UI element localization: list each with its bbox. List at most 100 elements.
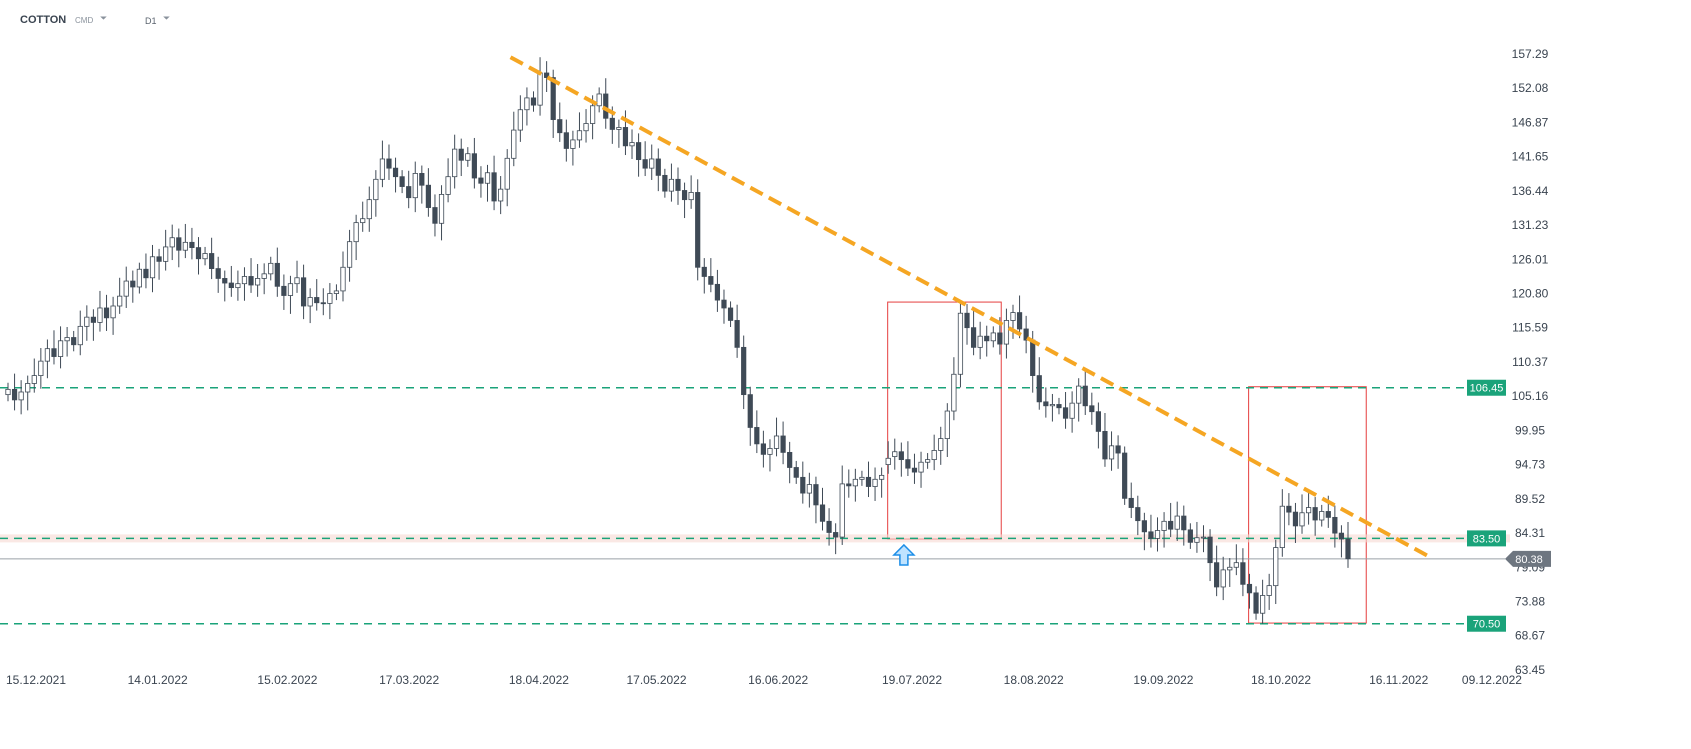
candle-body bbox=[1293, 512, 1297, 526]
candle-body bbox=[1057, 404, 1061, 407]
candle-body bbox=[1267, 586, 1271, 596]
candle-body bbox=[19, 392, 23, 400]
trendline bbox=[511, 57, 1428, 555]
candle-body bbox=[814, 485, 818, 505]
candle-body bbox=[1247, 584, 1251, 593]
candle-body bbox=[1031, 340, 1035, 375]
candle-body bbox=[1044, 402, 1048, 406]
candle-body bbox=[315, 297, 319, 302]
candle-body bbox=[1339, 533, 1343, 539]
candle-body bbox=[558, 120, 562, 133]
candle-body bbox=[12, 389, 16, 400]
candle-body bbox=[1076, 386, 1080, 403]
candle-body bbox=[321, 303, 325, 304]
candle-body bbox=[334, 291, 338, 294]
x-tick-label: 18.08.2022 bbox=[1004, 673, 1064, 687]
candle-body bbox=[1195, 538, 1199, 543]
candle-body bbox=[420, 173, 424, 185]
x-tick-label: 15.12.2021 bbox=[6, 673, 66, 687]
candle-body bbox=[630, 143, 634, 146]
candle-body bbox=[1149, 532, 1153, 539]
candle-body bbox=[1274, 548, 1278, 586]
candle-body bbox=[308, 297, 312, 306]
y-tick-label: 115.59 bbox=[1512, 321, 1548, 335]
candle-body bbox=[347, 242, 351, 268]
candle-body bbox=[787, 452, 791, 467]
candle-body bbox=[590, 106, 594, 124]
level-tag-text: 106.45 bbox=[1470, 383, 1504, 395]
candle-body bbox=[1346, 539, 1350, 559]
x-tick-label: 19.09.2022 bbox=[1133, 673, 1193, 687]
candle-body bbox=[32, 376, 36, 384]
candle-body bbox=[650, 159, 654, 168]
candle-body bbox=[1326, 511, 1330, 517]
y-tick-label: 136.44 bbox=[1512, 184, 1549, 198]
x-tick-label: 18.04.2022 bbox=[509, 673, 569, 687]
y-tick-label: 120.80 bbox=[1512, 287, 1549, 301]
candle-body bbox=[1122, 453, 1126, 498]
x-tick-label: 18.10.2022 bbox=[1251, 673, 1311, 687]
candle-body bbox=[255, 278, 259, 285]
candle-body bbox=[367, 200, 371, 219]
candle-body bbox=[446, 177, 450, 195]
candle-body bbox=[85, 317, 89, 326]
candle-body bbox=[1168, 521, 1172, 529]
candle-body bbox=[925, 460, 929, 463]
candle-body bbox=[939, 439, 943, 451]
x-tick-label: 17.03.2022 bbox=[379, 673, 439, 687]
candle-body bbox=[433, 208, 437, 224]
candle-body bbox=[104, 308, 108, 318]
candle-body bbox=[505, 158, 509, 189]
candle-body bbox=[466, 154, 470, 161]
y-tick-label: 131.23 bbox=[1512, 218, 1549, 232]
candle-body bbox=[1208, 537, 1212, 563]
level-tag: 83.50 bbox=[1467, 530, 1506, 546]
y-axis: 157.29 152.08 146.87 141.65 136.44 131.23 126.… bbox=[1512, 47, 1549, 677]
candle-body bbox=[341, 267, 345, 291]
candle-body bbox=[643, 160, 647, 169]
candle-body bbox=[538, 73, 542, 105]
y-tick-label: 73.88 bbox=[1515, 595, 1545, 609]
candle-body bbox=[269, 263, 273, 274]
candle-body bbox=[459, 149, 463, 160]
candle-body bbox=[1103, 431, 1107, 459]
candle-body bbox=[886, 458, 890, 464]
candle-body bbox=[150, 257, 154, 278]
y-tick-label: 68.67 bbox=[1515, 629, 1545, 643]
candle-body bbox=[1162, 521, 1166, 530]
candle-body bbox=[426, 185, 430, 207]
candle-body bbox=[1017, 313, 1021, 329]
candle-body bbox=[58, 341, 62, 357]
x-tick-label: 09.12.2022 bbox=[1462, 673, 1522, 687]
candle-body bbox=[971, 328, 975, 348]
candle-body bbox=[45, 349, 49, 361]
candle-body bbox=[1129, 498, 1133, 507]
x-tick-label: 16.06.2022 bbox=[748, 673, 808, 687]
candle-body bbox=[755, 427, 759, 443]
candle-body bbox=[906, 460, 910, 469]
candle-body bbox=[144, 269, 148, 278]
candle-body bbox=[157, 257, 161, 262]
candle-body bbox=[242, 276, 246, 283]
y-tick-label: 146.87 bbox=[1512, 115, 1549, 129]
candle-body bbox=[912, 468, 916, 472]
candle-body bbox=[492, 173, 496, 201]
candle-body bbox=[991, 333, 995, 341]
x-axis: 15.12.2021 14.01.2022 15.02.2022 17.03.2022… bbox=[6, 673, 1522, 687]
candle-body bbox=[840, 484, 844, 537]
candle-body bbox=[137, 269, 141, 287]
candle-body bbox=[958, 313, 962, 374]
candle-body bbox=[1287, 506, 1291, 512]
candle-body bbox=[571, 140, 575, 149]
candle-body bbox=[893, 452, 897, 457]
candle-body bbox=[1306, 508, 1310, 513]
level-tag-text: 83.50 bbox=[1473, 533, 1501, 545]
candle-body bbox=[236, 284, 240, 288]
candle-body bbox=[978, 336, 982, 347]
candle-body bbox=[525, 98, 529, 110]
candle-body bbox=[1109, 446, 1113, 459]
candle-body bbox=[1175, 516, 1179, 529]
candle-body bbox=[833, 532, 837, 537]
candle-body bbox=[1083, 386, 1087, 406]
